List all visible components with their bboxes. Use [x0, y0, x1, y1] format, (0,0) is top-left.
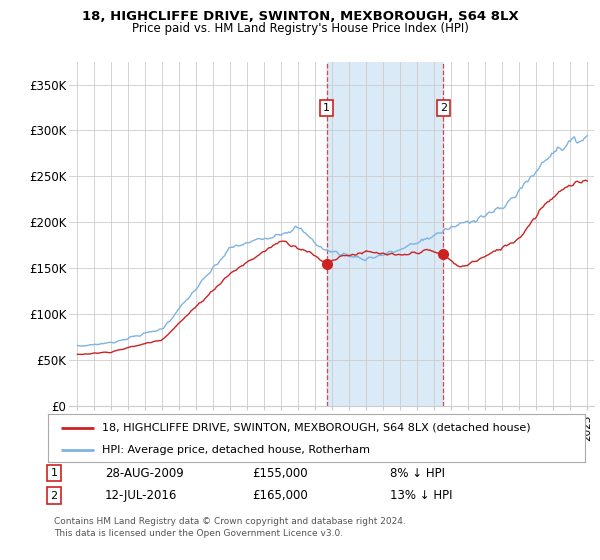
Text: 1: 1	[323, 103, 330, 113]
Bar	[326, 62, 443, 406]
Text: 12-JUL-2016: 12-JUL-2016	[105, 489, 178, 502]
Text: 13% ↓ HPI: 13% ↓ HPI	[390, 489, 452, 502]
Text: 8% ↓ HPI: 8% ↓ HPI	[390, 466, 445, 480]
Text: Price paid vs. HM Land Registry's House Price Index (HPI): Price paid vs. HM Land Registry's House …	[131, 22, 469, 35]
Text: £165,000: £165,000	[252, 489, 308, 502]
Text: 18, HIGHCLIFFE DRIVE, SWINTON, MEXBOROUGH, S64 8LX (detached house): 18, HIGHCLIFFE DRIVE, SWINTON, MEXBOROUG…	[102, 423, 530, 433]
Text: HPI: Average price, detached house, Rotherham: HPI: Average price, detached house, Roth…	[102, 445, 370, 455]
Text: 2: 2	[50, 491, 58, 501]
Text: £155,000: £155,000	[252, 466, 308, 480]
Text: 2: 2	[440, 103, 447, 113]
Text: 18, HIGHCLIFFE DRIVE, SWINTON, MEXBOROUGH, S64 8LX: 18, HIGHCLIFFE DRIVE, SWINTON, MEXBOROUG…	[82, 10, 518, 23]
Text: Contains HM Land Registry data © Crown copyright and database right 2024.: Contains HM Land Registry data © Crown c…	[54, 517, 406, 526]
Text: 1: 1	[50, 468, 58, 478]
Text: This data is licensed under the Open Government Licence v3.0.: This data is licensed under the Open Gov…	[54, 529, 343, 538]
Text: 28-AUG-2009: 28-AUG-2009	[105, 466, 184, 480]
